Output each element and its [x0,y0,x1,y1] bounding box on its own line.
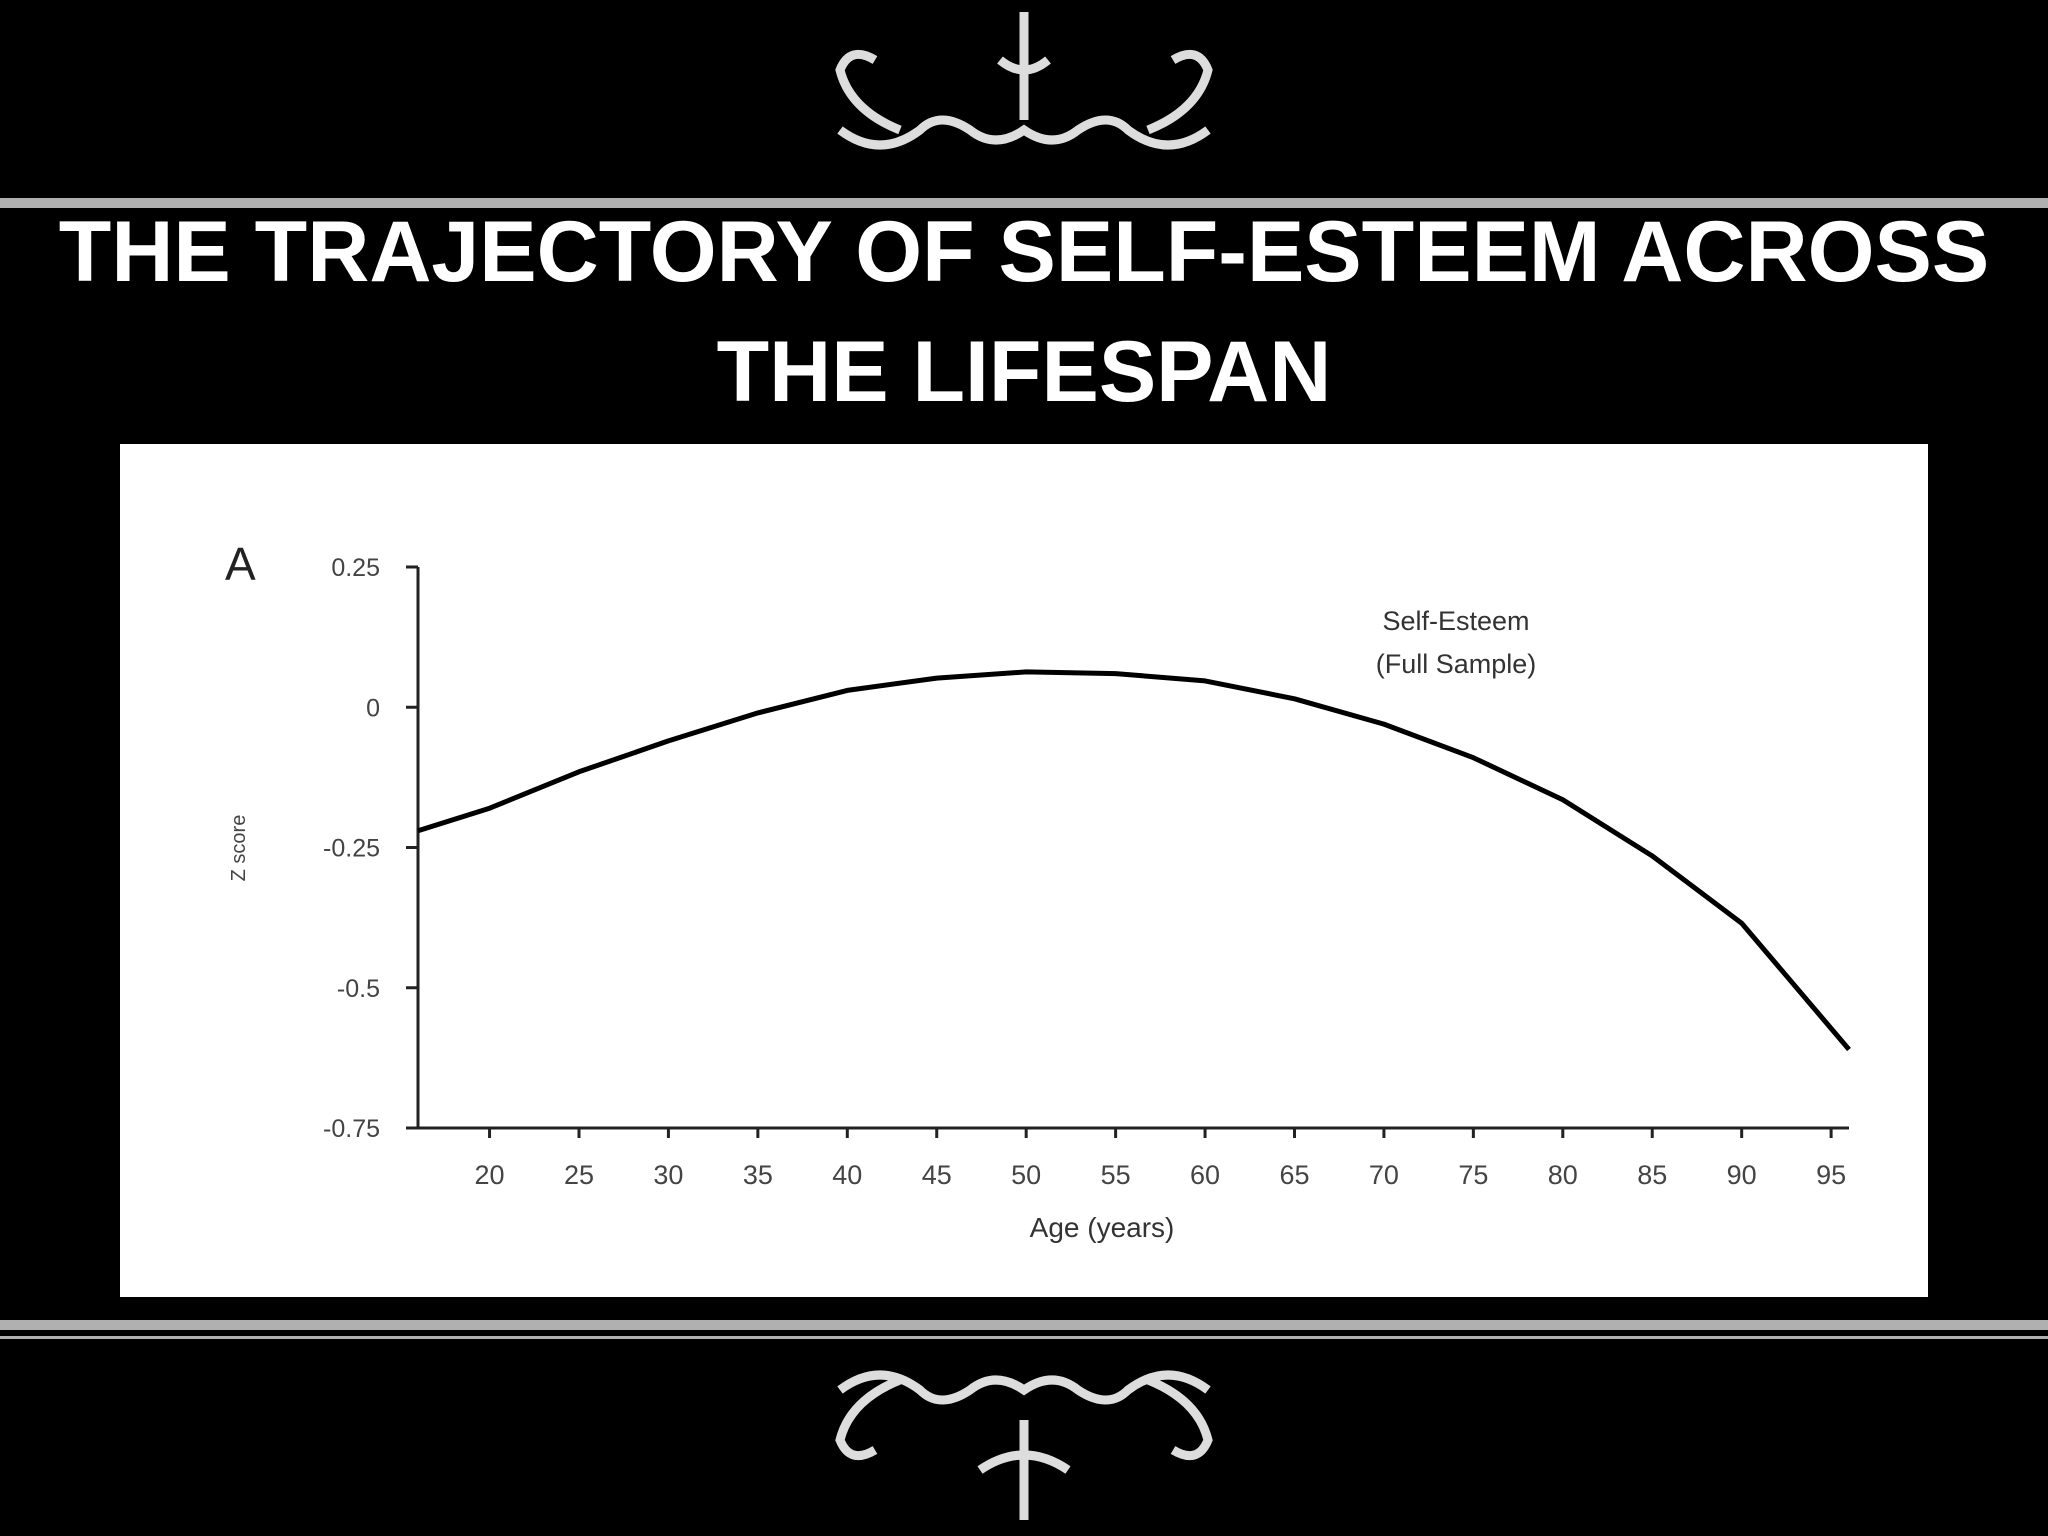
x-tick-label: 30 [653,1160,683,1190]
chart-panel [120,444,1928,1297]
x-tick-label: 40 [832,1160,862,1190]
slide-title: THE TRAJECTORY OF SELF-ESTEEM ACROSS THE… [58,204,1990,420]
y-axis-label: Z score [228,815,250,882]
y-tick-label: -0.75 [323,1115,380,1143]
divider [0,1336,2048,1339]
x-tick-label: 75 [1458,1160,1488,1190]
x-tick-label: 55 [1101,1160,1131,1190]
y-tick-label: -0.5 [337,975,380,1003]
x-tick-label: 50 [1011,1160,1041,1190]
x-tick-label: 90 [1727,1160,1757,1190]
x-tick-label: 85 [1637,1160,1667,1190]
x-tick-label: 20 [475,1160,505,1190]
y-tick-label: -0.25 [323,835,380,863]
x-tick-label: 60 [1190,1160,1220,1190]
x-tick-label: 95 [1816,1160,1846,1190]
divider [0,198,2048,208]
x-tick-label: 35 [743,1160,773,1190]
x-axis-label: Age (years) [1030,1212,1175,1243]
divider [0,1320,2048,1330]
annotation: Self-Esteem [1382,606,1529,636]
panel-label: A [225,538,256,590]
annotation: (Full Sample) [1376,649,1537,679]
x-tick-label: 25 [564,1160,594,1190]
x-tick-label: 65 [1279,1160,1309,1190]
x-tick-label: 80 [1548,1160,1578,1190]
x-tick-label: 70 [1369,1160,1399,1190]
line [417,669,1851,1052]
x-tick-label: 45 [922,1160,952,1190]
ornament [835,12,1213,1520]
y-tick-label: 0 [366,694,380,722]
y-tick-label: 0.25 [331,554,380,582]
